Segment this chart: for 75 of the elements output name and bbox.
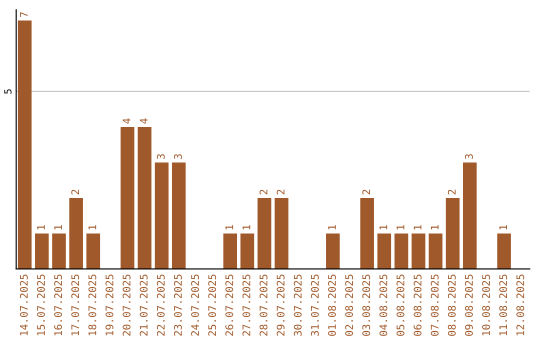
x-tick-label: 10.08.2025 bbox=[482, 274, 490, 336]
bar bbox=[240, 233, 254, 269]
x-tick-label: 02.08.2025 bbox=[345, 274, 354, 336]
data-label: 4 bbox=[140, 118, 148, 124]
x-tick-label: 07.08.2025 bbox=[430, 274, 439, 336]
bar bbox=[138, 126, 152, 269]
x-tick-label: 08.08.2025 bbox=[448, 274, 456, 336]
data-label: 2 bbox=[362, 190, 370, 194]
data-label: 3 bbox=[156, 154, 165, 159]
bar bbox=[377, 233, 392, 269]
data-label: 1 bbox=[499, 225, 507, 230]
x-tick-label: 01.08.2025 bbox=[328, 274, 336, 336]
x-tick-label: 20.07.2025 bbox=[122, 274, 131, 336]
x-tick-label: 21.07.2025 bbox=[140, 274, 148, 336]
x-tick-label: 14.07.2025 bbox=[20, 274, 28, 336]
data-label: 1 bbox=[225, 225, 234, 230]
bar bbox=[154, 162, 169, 269]
x-tick-label: 15.07.2025 bbox=[37, 274, 45, 336]
x-tick-label: 27.07.2025 bbox=[242, 274, 250, 336]
x-tick-label: 18.07.2025 bbox=[88, 274, 96, 336]
bar bbox=[274, 198, 288, 269]
data-label: 7 bbox=[20, 12, 28, 18]
data-label: 1 bbox=[54, 225, 62, 230]
data-label: 1 bbox=[430, 225, 438, 230]
x-tick-label: 12.08.2025 bbox=[516, 274, 524, 336]
bar bbox=[223, 233, 238, 269]
data-label: 2 bbox=[71, 190, 80, 194]
x-tick-label: 28.07.2025 bbox=[260, 274, 268, 336]
x-tick-label: 23.07.2025 bbox=[174, 274, 182, 336]
x-tick-label: 11.08.2025 bbox=[499, 274, 508, 336]
bar bbox=[172, 162, 186, 269]
data-label: 1 bbox=[242, 225, 250, 230]
x-tick-label: 22.07.2025 bbox=[156, 274, 165, 336]
y-tick-label: 5 bbox=[4, 89, 12, 94]
data-label: 3 bbox=[174, 154, 182, 159]
x-tick-label: 03.08.2025 bbox=[362, 274, 370, 336]
bar bbox=[120, 126, 134, 269]
x-tick-label: 05.08.2025 bbox=[396, 274, 404, 336]
bar bbox=[35, 233, 49, 269]
x-tick-label: 24.07.2025 bbox=[191, 274, 199, 336]
x-tick-label: 31.07.2025 bbox=[310, 274, 319, 336]
data-label: 1 bbox=[396, 225, 404, 230]
x-tick-label: 29.07.2025 bbox=[276, 274, 285, 336]
data-label: 1 bbox=[414, 225, 422, 230]
bar bbox=[360, 198, 374, 269]
data-label: 1 bbox=[380, 225, 388, 230]
bar bbox=[446, 198, 460, 269]
data-label: 2 bbox=[448, 190, 456, 194]
data-label: 4 bbox=[122, 118, 130, 124]
data-label: 2 bbox=[260, 190, 268, 194]
x-tick-label: 17.07.2025 bbox=[71, 274, 80, 336]
x-tick-label: 19.07.2025 bbox=[106, 274, 114, 336]
data-label: 3 bbox=[465, 154, 473, 159]
bar bbox=[326, 233, 340, 269]
bar bbox=[412, 233, 426, 269]
bar bbox=[497, 233, 511, 269]
x-tick-label: 30.07.2025 bbox=[294, 274, 302, 336]
bar bbox=[52, 233, 66, 269]
bar bbox=[69, 198, 83, 269]
bar bbox=[394, 233, 408, 269]
x-tick-label: 16.07.2025 bbox=[54, 274, 62, 336]
x-tick-label: 26.07.2025 bbox=[225, 274, 234, 336]
bar bbox=[18, 20, 32, 269]
data-label: 1 bbox=[328, 225, 336, 230]
data-label: 1 bbox=[88, 225, 96, 230]
data-label: 1 bbox=[37, 225, 45, 230]
bar bbox=[428, 233, 442, 269]
data-label: 2 bbox=[276, 190, 284, 194]
x-tick-label: 06.08.2025 bbox=[414, 274, 422, 336]
bar bbox=[86, 233, 100, 269]
x-tick-label: 04.08.2025 bbox=[379, 274, 388, 336]
x-tick-label: 25.07.2025 bbox=[208, 274, 216, 336]
bar bbox=[258, 198, 272, 269]
x-tick-label: 09.08.2025 bbox=[465, 274, 473, 336]
bar bbox=[462, 162, 477, 269]
